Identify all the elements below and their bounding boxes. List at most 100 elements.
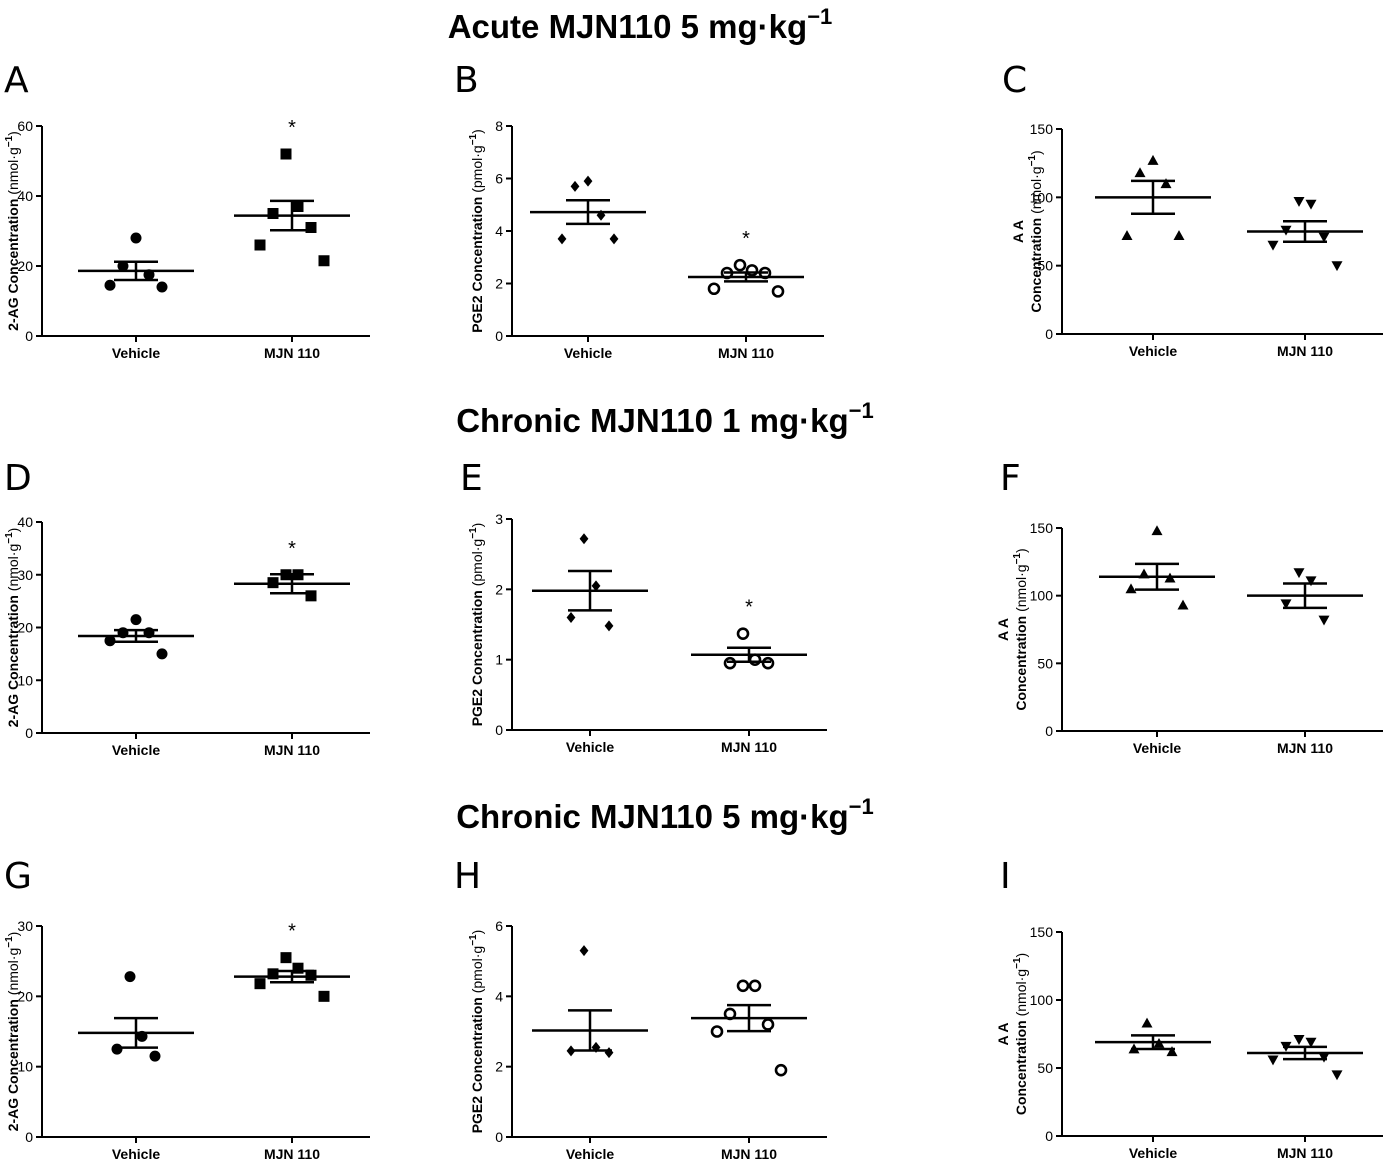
data-point xyxy=(736,979,750,993)
data-point xyxy=(1305,1037,1317,1048)
x-tick-label: Vehicle xyxy=(112,1146,160,1162)
data-point xyxy=(305,222,317,233)
data-point xyxy=(761,1018,775,1031)
x-tick-label: MJN 110 xyxy=(264,1146,320,1162)
data-point xyxy=(710,1025,724,1038)
y-axis-title-text: PGE2 Concentration xyxy=(469,193,485,333)
y-tick-label: 0 xyxy=(25,1129,33,1145)
series-mjn-110: * xyxy=(234,117,350,267)
x-tick-label: MJN 110 xyxy=(1277,343,1333,359)
y-axis-unit-close: ) xyxy=(1013,548,1029,553)
y-tick-label: 4 xyxy=(495,223,503,239)
data-point xyxy=(318,255,330,267)
series-vehicle xyxy=(78,971,194,1062)
x-tick-label: Vehicle xyxy=(564,345,612,361)
y-axis-unit-sup: −1 xyxy=(1012,553,1023,565)
y-axis-title: Concentration (nmol·g−1) xyxy=(1027,150,1044,312)
panel-letter: G xyxy=(4,856,32,897)
data-point xyxy=(570,180,580,192)
series-vehicle xyxy=(78,614,194,660)
significance-marker: * xyxy=(742,228,750,250)
y-axis-unit-sup: −1 xyxy=(468,133,479,145)
data-point xyxy=(305,590,317,602)
y-axis-unit-close: ) xyxy=(469,930,485,935)
y-axis-unit-sup: −1 xyxy=(468,527,479,539)
y-axis-unit: (nmol·g xyxy=(5,544,21,591)
significance-marker: * xyxy=(288,117,296,139)
y-tick-label: 40 xyxy=(17,188,33,204)
panel-letter: H xyxy=(454,856,481,897)
data-point xyxy=(104,635,116,647)
data-point xyxy=(267,208,279,219)
y-axis-title: A A xyxy=(1010,220,1026,243)
y-axis-unit-close: ) xyxy=(1028,150,1044,155)
data-point xyxy=(557,233,567,245)
data-point xyxy=(305,969,317,981)
data-point xyxy=(774,1063,788,1077)
y-axis-title-text: 2-AG Concentration xyxy=(5,591,21,727)
panel-a: A 0 20 40 60 Vehicle MJN 110 2-AG Concentration… xyxy=(4,60,370,361)
data-point xyxy=(104,279,116,291)
series-vehicle xyxy=(78,232,194,293)
y-axis-unit-sup: −1 xyxy=(1027,155,1038,167)
y-axis-unit: (nmol·g xyxy=(1013,564,1029,611)
series-mjn-110 xyxy=(1247,568,1363,626)
y-axis-title: 2-AG Concentration (nmol·g−1) xyxy=(4,131,21,331)
y-tick-label: 4 xyxy=(495,988,503,1004)
y-tick-label: 0 xyxy=(495,722,503,738)
y-axis-title: Concentration (nmol·g−1) xyxy=(1012,548,1029,710)
y-tick-label: 20 xyxy=(17,258,33,274)
y-tick-label: 2 xyxy=(495,1059,503,1075)
data-point xyxy=(1331,261,1343,272)
series-mjn-110 xyxy=(1247,197,1363,272)
data-point xyxy=(280,952,292,964)
y-axis-unit: (pmol·g xyxy=(469,145,485,192)
data-point xyxy=(267,968,279,980)
data-point xyxy=(736,627,750,640)
data-point xyxy=(1305,576,1317,587)
data-point xyxy=(1125,583,1137,594)
y-tick-label: 50 xyxy=(1037,655,1053,671)
y-tick-label: 0 xyxy=(1045,723,1053,739)
y-tick-label: 8 xyxy=(495,118,503,134)
panel-f: F 0 50 100 150 Vehicle MJN 110 A A Concentration… xyxy=(995,458,1383,756)
y-tick-label: 60 xyxy=(17,118,33,134)
series-vehicle xyxy=(1095,154,1211,240)
y-axis-unit: (pmol·g xyxy=(469,539,485,586)
y-tick-label: 0 xyxy=(25,725,33,741)
data-point xyxy=(1293,568,1305,579)
data-point xyxy=(591,580,601,592)
data-point xyxy=(1141,1017,1153,1028)
y-axis-title: 2-AG Concentration (nmol·g−1) xyxy=(4,528,21,728)
data-point xyxy=(733,258,747,272)
y-tick-label: 30 xyxy=(17,918,33,934)
y-axis-unit-sup: −1 xyxy=(468,934,479,946)
data-point xyxy=(1280,599,1292,610)
y-axis-unit-close: ) xyxy=(469,523,485,528)
panel-letter: A xyxy=(4,60,29,101)
data-point xyxy=(292,962,304,974)
data-point xyxy=(1173,230,1185,240)
data-point xyxy=(1151,525,1163,536)
data-point xyxy=(292,201,304,212)
y-tick-label: 50 xyxy=(1037,1060,1053,1076)
y-tick-label: 150 xyxy=(1030,121,1054,137)
y-tick-label: 10 xyxy=(17,672,33,688)
x-tick-label: MJN 110 xyxy=(1277,740,1333,756)
y-tick-label: 6 xyxy=(495,918,503,934)
y-axis-unit: (nmol·g xyxy=(5,147,21,194)
series-mjn-110: * xyxy=(234,921,350,1002)
series-mjn-110 xyxy=(1247,1035,1363,1081)
panel-h: H 0 2 4 6 Vehicle MJN 110 PGE2 Concentration (p… xyxy=(454,856,827,1162)
y-tick-label: 10 xyxy=(17,1059,33,1075)
data-point xyxy=(111,1043,123,1055)
data-point xyxy=(1267,240,1279,251)
series-vehicle xyxy=(530,175,646,245)
y-axis-title-text: PGE2 Concentration xyxy=(469,586,485,726)
y-axis-title-text: Concentration xyxy=(1013,612,1029,711)
x-tick-label: MJN 110 xyxy=(721,739,777,755)
y-tick-label: 0 xyxy=(1045,1128,1053,1144)
y-axis-title: PGE2 Concentration (pmol·g−1) xyxy=(468,129,485,333)
y-tick-label: 20 xyxy=(17,620,33,636)
